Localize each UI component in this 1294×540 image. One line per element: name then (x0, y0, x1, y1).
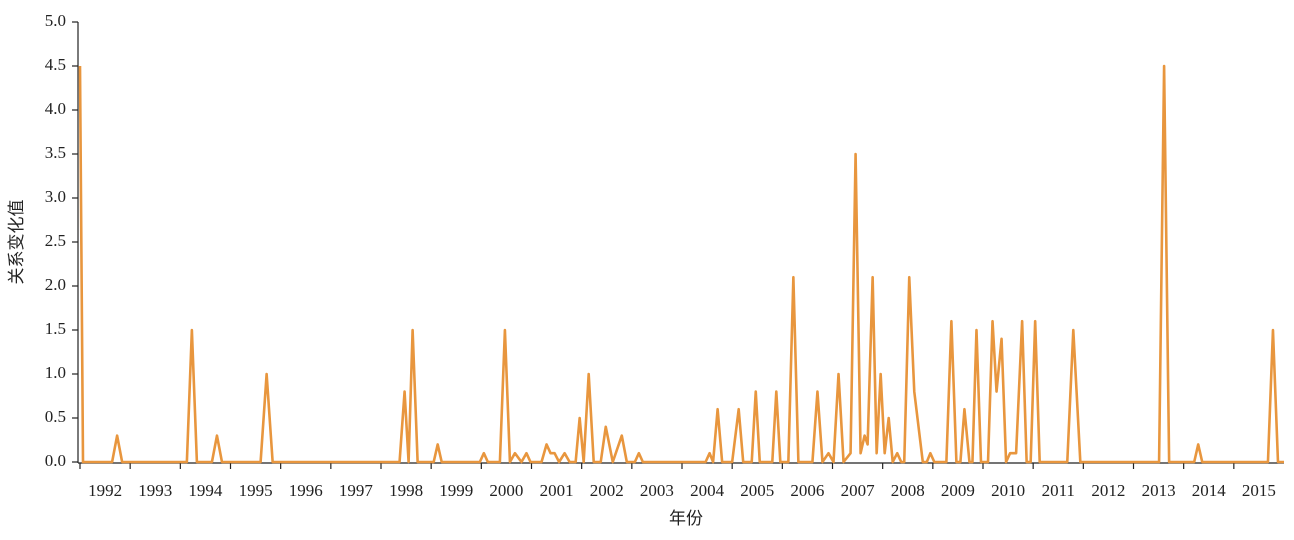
y-tick-label: 1.5 (45, 319, 66, 338)
x-tick-label: 2007 (841, 481, 876, 500)
y-axis-title: 关系变化值 (7, 200, 26, 285)
y-tick-label: 2.5 (45, 231, 66, 250)
x-tick-label: 2002 (590, 481, 624, 500)
x-tick-label: 1992 (88, 481, 122, 500)
x-tick-label: 2014 (1192, 481, 1227, 500)
y-tick-label: 4.5 (45, 55, 66, 74)
x-axis-title: 年份 (669, 509, 703, 528)
x-tick-label: 1999 (439, 481, 473, 500)
x-tick-label: 1998 (389, 481, 423, 500)
x-tick-label: 1993 (138, 481, 172, 500)
x-tick-label: 1994 (188, 481, 223, 500)
y-tick-label: 1.0 (45, 363, 66, 382)
x-tick-label: 1997 (339, 481, 374, 500)
y-tick-label: 3.5 (45, 143, 66, 162)
y-tick-label: 3.0 (45, 187, 66, 206)
data-line (78, 64, 1284, 464)
x-tick-label: 2010 (991, 481, 1025, 500)
x-tick-label: 2004 (690, 481, 725, 500)
x-tick-label: 2009 (941, 481, 975, 500)
x-tick-label: 2006 (790, 481, 824, 500)
x-tick-label: 2008 (891, 481, 925, 500)
x-tick-label: 1995 (239, 481, 273, 500)
y-tick-label: 0.5 (45, 407, 66, 426)
y-tick-label: 2.0 (45, 275, 66, 294)
y-tick-label: 5.0 (45, 11, 66, 30)
x-tick-label: 2015 (1242, 481, 1276, 500)
x-tick-label: 2000 (489, 481, 523, 500)
x-tick-label: 2011 (1042, 481, 1075, 500)
x-tick-label: 2013 (1142, 481, 1176, 500)
x-tick-label: 2001 (540, 481, 574, 500)
x-tick-label: 2003 (640, 481, 674, 500)
y-tick-label: 4.0 (45, 99, 66, 118)
x-tick-label: 1996 (289, 481, 323, 500)
x-tick-label: 2005 (740, 481, 774, 500)
y-tick-label: 0.0 (45, 451, 66, 470)
x-tick-label: 2012 (1091, 481, 1125, 500)
